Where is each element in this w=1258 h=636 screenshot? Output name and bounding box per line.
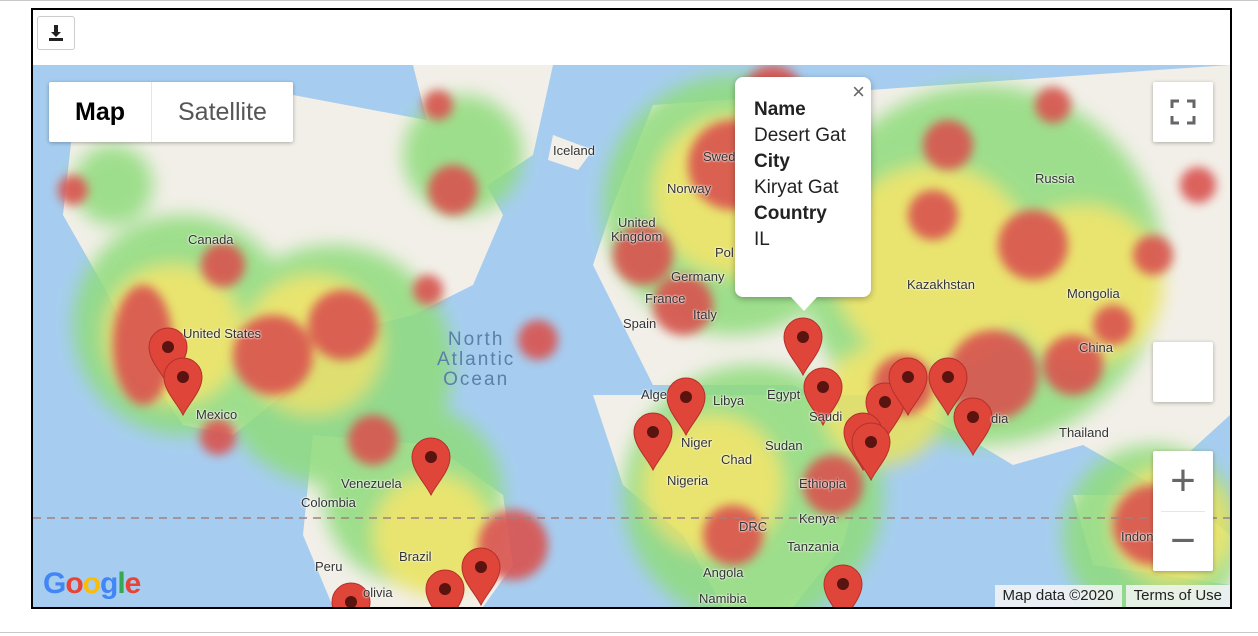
- place-label: Iceland: [553, 143, 595, 158]
- place-label: olivia: [363, 585, 393, 600]
- zoom-control: + −: [1153, 451, 1213, 571]
- map-attribution: Map data ©2020 Terms of Use: [994, 585, 1230, 607]
- map-type-satellite-button[interactable]: Satellite: [178, 98, 267, 126]
- map-marker[interactable]: [865, 382, 905, 442]
- ocean-label: North Atlantic Ocean: [437, 330, 515, 390]
- place-label: Norway: [667, 181, 712, 196]
- fullscreen-button[interactable]: [1153, 82, 1213, 142]
- place-label: Chad: [721, 452, 753, 467]
- place-label: Angola: [703, 565, 744, 580]
- place-label: United: [618, 215, 656, 230]
- place-label: Peru: [315, 559, 343, 574]
- fullscreen-icon: [1170, 99, 1196, 125]
- map-marker[interactable]: [851, 422, 891, 482]
- place-label: Libya: [713, 393, 745, 408]
- map-marker[interactable]: [803, 367, 843, 427]
- map-data-text: Map data ©2020: [994, 585, 1122, 607]
- place-label: Kingdom: [611, 229, 663, 244]
- place-label: Alge: [641, 387, 668, 402]
- place-label: Mongolia: [1067, 286, 1120, 301]
- place-label: Thailand: [1059, 425, 1109, 440]
- name-label: Name: [754, 99, 806, 120]
- place-label: Canada: [188, 232, 234, 247]
- place-label: Venezuela: [341, 476, 402, 491]
- place-label: Niger: [681, 435, 713, 450]
- map-marker[interactable]: [666, 377, 706, 437]
- google-logo: Google: [43, 567, 141, 600]
- country-value: IL: [754, 229, 770, 250]
- place-label: dia: [991, 411, 1009, 426]
- place-label: Brazil: [399, 549, 432, 564]
- place-label: Pol: [715, 245, 734, 260]
- place-label: Mexico: [196, 407, 238, 422]
- map-marker[interactable]: [953, 397, 993, 457]
- city-value: Kiryat Gat: [754, 177, 839, 198]
- download-icon: [49, 25, 63, 41]
- place-label: Swed: [703, 149, 736, 164]
- place-label: Indon: [1121, 529, 1154, 544]
- place-label: Tanzania: [787, 539, 840, 554]
- zoom-out-button[interactable]: −: [1170, 516, 1196, 565]
- place-label: Kazakhstan: [907, 277, 975, 292]
- country-label: Country: [754, 203, 827, 224]
- place-label: Germany: [671, 269, 725, 284]
- info-window: × Name Desert Gat City Kiryat Gat Countr…: [735, 77, 871, 311]
- place-label: China: [1079, 340, 1113, 355]
- place-label: Saudi: [809, 409, 843, 424]
- download-button[interactable]: [37, 16, 75, 50]
- map-marker[interactable]: [783, 317, 823, 377]
- map-marker[interactable]: [823, 564, 863, 607]
- map-marker[interactable]: [425, 569, 465, 607]
- map-marker[interactable]: [928, 357, 968, 417]
- map-marker[interactable]: [331, 582, 371, 607]
- map-marker[interactable]: [411, 437, 451, 497]
- map-marker[interactable]: [633, 412, 673, 472]
- place-label: Kenya: [799, 511, 836, 526]
- place-label: Namibia: [699, 591, 747, 606]
- map-type-map-button[interactable]: Map: [49, 82, 152, 142]
- ocean-label-line: Ocean: [443, 369, 510, 390]
- place-label: Russia: [1035, 171, 1075, 186]
- place-label: Spain: [623, 316, 657, 331]
- place-label: United States: [183, 326, 262, 341]
- place-label: Egypt: [767, 387, 801, 402]
- map-marker[interactable]: [461, 547, 501, 607]
- close-icon[interactable]: ×: [852, 79, 865, 104]
- place-label: Nigeria: [667, 473, 709, 488]
- map-canvas[interactable]: North Atlantic Ocean Iceland Swed Norway…: [33, 65, 1230, 607]
- ocean-label-line: North: [447, 329, 505, 350]
- map-type-control: Map Satellite: [49, 82, 293, 142]
- place-label: Ethiopia: [799, 476, 846, 491]
- ocean-label-line: Atlantic: [437, 349, 516, 370]
- place-label: Sudan: [765, 438, 803, 453]
- place-label: DRC: [739, 519, 768, 534]
- place-label: Italy: [693, 307, 717, 322]
- zoom-separator: [1161, 511, 1205, 512]
- place-label: Colombia: [301, 495, 356, 510]
- street-view-button[interactable]: [1153, 342, 1213, 402]
- map-marker[interactable]: [888, 357, 928, 417]
- terms-of-use-link[interactable]: Terms of Use: [1125, 585, 1230, 607]
- city-label: City: [754, 151, 790, 172]
- name-value: Desert Gat: [754, 125, 846, 146]
- place-label: France: [645, 291, 686, 306]
- zoom-in-button[interactable]: +: [1170, 456, 1196, 505]
- map-marker[interactable]: [163, 357, 203, 417]
- map-widget: North Atlantic Ocean Iceland Swed Norway…: [31, 8, 1232, 609]
